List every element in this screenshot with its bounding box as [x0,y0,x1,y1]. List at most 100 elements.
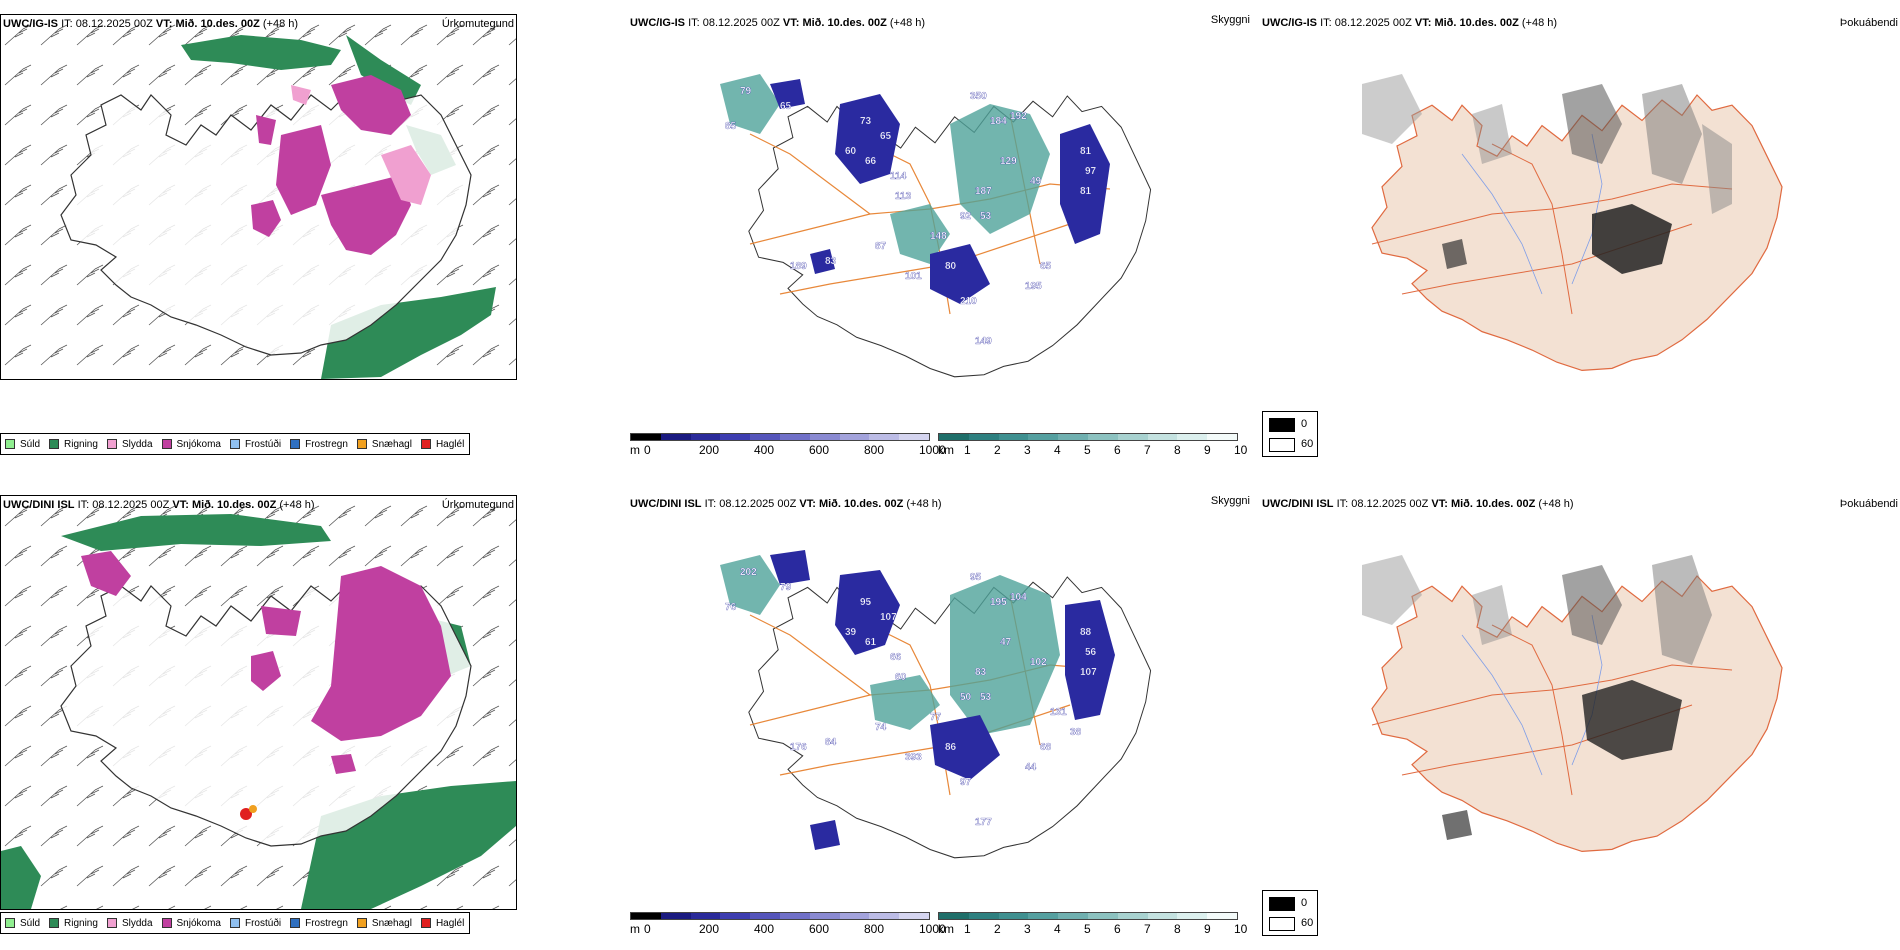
rain-area-north [181,35,341,70]
scale-tick-km: 3 [1024,922,1031,936]
init-time: 08.12.2025 00Z [702,17,780,29]
snow-area-2 [276,125,331,215]
legend-item-rigning: Rigning [49,918,98,929]
visibility-value-label: 104 [1010,592,1027,603]
visibility-value-label: 87 [875,241,887,252]
scale-tick-m: 600 [809,443,830,457]
fog-area-4 [1362,74,1422,144]
teal-area-1 [950,104,1050,234]
valid-label: VT: [1431,498,1448,510]
snow-area-4 [251,200,281,237]
fog-legend-min-swatch [1269,438,1295,452]
fog-legend-max-swatch [1269,897,1295,911]
scale-bin [839,913,870,919]
scale-tick-km: 9 [1204,922,1211,936]
scale-bin [998,434,1029,440]
visibility-value-label: 129 [1000,156,1017,167]
visibility-value-label: 393 [905,752,922,763]
legend-item-snjókoma: Snjókoma [161,438,221,450]
teal-visibility-areas [720,555,1060,735]
legend-item-snæhagl: Snæhagl [356,438,412,450]
visibility-value-label: 66 [890,652,902,663]
init-time: 08.12.2025 00Z [92,499,170,511]
fog-legend-min-label: 60 [1301,438,1314,450]
visibility-value-label: 50 [960,692,972,703]
legend-item-súld: Súld [5,439,40,450]
snow-area-1 [331,75,411,135]
legend-swatch [356,918,367,928]
legend-item-frostúði: Frostúði [229,917,282,929]
legend-item-snæhagl: Snæhagl [356,918,412,929]
scale-bin [939,434,969,440]
init-label: IT: [77,499,90,511]
scale-bin [690,913,721,919]
scale-tick-m: 400 [754,443,775,457]
fog-legend-min-label: 60 [1301,917,1314,929]
legend-label: Snjókoma [176,438,221,450]
visibility-value-label: 83 [975,667,987,678]
fog-area-2 [1652,555,1712,665]
scale-bin [779,913,810,919]
scale-tick-m: 600 [809,922,830,936]
visibility-value-label: 47 [1000,637,1012,648]
legend-label: Frostúði [244,917,282,929]
visibility-value-label: 97 [960,777,972,788]
scale-bar-km [938,433,1238,441]
sleet-area-2 [291,85,311,105]
scale-bin [1058,434,1088,440]
visibility-value-label: 86 [945,742,957,753]
precip-legend-bottom: Súld Rigning Slydda Snjókoma Frostúði Frostre… [0,912,470,934]
scale-unit-m: m [630,922,640,936]
hail-spot [240,805,257,820]
visibility-value-label: 195 [990,597,1007,608]
visibility-value-label: 76 [725,602,737,613]
visibility-map-bottom: 202 76 79 95 107 39 61 66 60 95 195 104 88 47 56 107 102… [720,550,1152,859]
visibility-labels-bottom: 202 76 79 95 107 39 61 66 60 95 195 104 88 47 56 107 102… [725,567,1097,828]
snow-area-3 [321,175,411,255]
init-time: 08.12.2025 00Z [1334,17,1412,29]
visibility-value-label: 60 [845,146,857,157]
valid-label: VT: [155,18,173,30]
init-label: IT: [704,498,717,510]
visibility-value-label: 81 [1080,186,1092,197]
visibility-value-label: 66 [865,156,877,167]
legend-swatch [356,439,367,449]
legend-swatch [161,918,172,928]
panel-title-fog: Þokuábendi [1839,498,1898,510]
legend-label: Haglél [435,917,465,929]
fog-legend-max-label: 0 [1301,418,1308,430]
panel-title-visibility: Skyggni [1210,495,1250,507]
visibility-value-label: 84 [825,737,837,748]
scale-bin [1207,434,1237,440]
panel-header-visibility-top: UWC/IG-IS IT: 08.12.2025 00Z VT: Mið. 10… [630,17,925,29]
scale-tick-m: 1000 [919,922,946,936]
scale-bin [968,434,999,440]
visibility-value-label: 68 [1040,742,1052,753]
scale-bin [660,913,691,919]
scale-tick-km: 3 [1024,443,1031,457]
visibility-value-label: 189 [790,261,807,272]
visibility-value-label: 149 [975,336,992,347]
teal-area-3 [720,555,780,615]
visibility-value-label: 60 [895,672,907,683]
lead-time: (+48 h) [889,17,926,29]
visibility-value-label: 113 [895,191,912,202]
visibility-value-label: 102 [1030,657,1047,668]
scale-bin [1028,434,1059,440]
legend-swatch [106,439,117,449]
precip-panel-top: UWC/IG-IS IT: 08.12.2025 00Z VT: Mið. 10… [0,14,517,380]
legend-swatch [290,918,301,928]
visibility-map-top: 79 85 65 73 65 60 66 114 113 350 184 192 81 129 97 81 49… [720,74,1152,378]
scale-tick-km: 10 [1234,922,1248,936]
scale-bin [660,434,691,440]
visibility-value-label: 176 [790,742,807,753]
scale-bin [1177,434,1208,440]
visibility-scale-bottom: m 0 200 400 600 800 1000 km 1 2 3 4 5 6 7 8 9 10 [630,912,1250,936]
legend-swatch [161,439,172,449]
visibility-value-label: 53 [980,211,992,222]
legend-label: Frostúði [244,438,282,450]
blue-area-3 [930,244,990,304]
legend-label: Snæhagl [371,438,412,450]
blue-area-3 [930,715,1000,780]
scale-tick-km: 10 [1234,443,1248,457]
